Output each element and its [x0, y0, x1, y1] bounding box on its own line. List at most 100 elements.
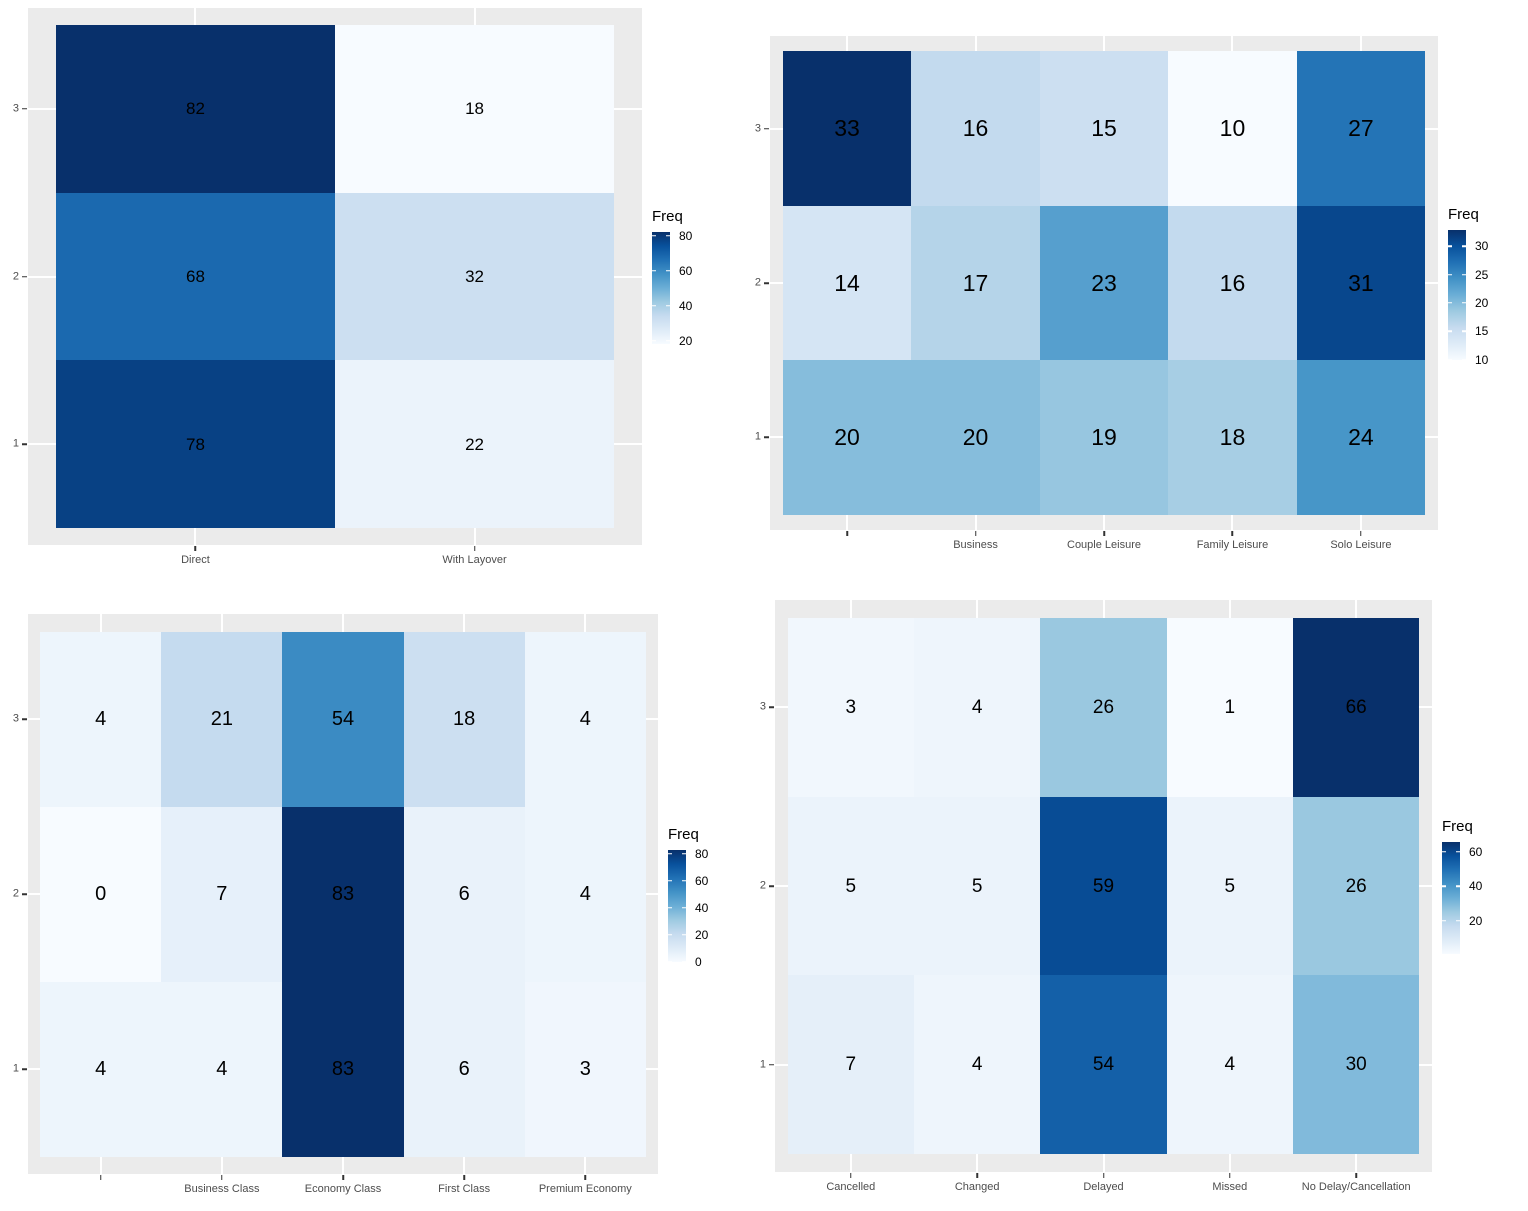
- heatmap-cell: 83: [282, 806, 404, 982]
- legend-title: Freq: [668, 825, 699, 843]
- heatmap-cell: 22: [335, 360, 615, 529]
- legend-tick-mark: [652, 269, 656, 272]
- heatmap-cell: 83: [282, 981, 404, 1157]
- legend-tick-label: 30: [1475, 239, 1489, 254]
- x-axis-label: Cancelled: [826, 1181, 876, 1193]
- x-axis-label: Solo Leisure: [1330, 539, 1392, 551]
- legend-tick-mark: [682, 879, 686, 882]
- heatmap-tiles: 33 16 15 10 27 14 17 23 16 31 20 20 19 18 24: [782, 51, 1426, 515]
- axis-tick: [769, 1064, 774, 1066]
- legend-tick-mark: [668, 906, 672, 909]
- x-axis-label: First Class: [438, 1183, 491, 1195]
- legend-tick-mark: [652, 304, 656, 307]
- heatmap-cell: 0: [40, 806, 162, 982]
- heatmap-cell: 3: [787, 617, 914, 797]
- legend-tick-mark: [666, 339, 670, 342]
- heatmap-cell: 68: [55, 192, 335, 361]
- axis-tick: [584, 1175, 587, 1180]
- heatmap-cell: 14: [782, 205, 912, 361]
- heatmap-cell: 4: [913, 617, 1041, 797]
- y-axis-label: 1: [754, 430, 761, 443]
- heatmap-cell: 4: [1166, 975, 1294, 1155]
- axis-tick: [463, 1175, 465, 1180]
- heatmap-tiles: 4 21 54 18 4 0 7 83 6 4 4 4 83 6 3: [40, 631, 646, 1157]
- heatmap-tiles: 3 4 26 1 66 5 5 59 5 26 7 4 54 4 30: [787, 617, 1420, 1155]
- heatmap-cell: 1: [1166, 617, 1294, 797]
- y-axis-label: 3: [759, 700, 766, 713]
- y-axis: 3 2 1: [746, 600, 775, 1172]
- legend: Freq 30 25 20 15 10: [1438, 36, 1528, 530]
- x-axis: Business Couple Leisure Family Leisure Solo…: [770, 530, 1438, 566]
- heatmap-cell: 31: [1296, 205, 1426, 361]
- heatmap-cell: 23: [1039, 205, 1169, 361]
- axis-tick: [22, 275, 27, 278]
- axis-tick: [769, 706, 774, 708]
- heatmap-cell: 27: [1296, 51, 1426, 206]
- y-axis: 3 2 1: [0, 614, 28, 1174]
- axis-tick: [850, 1173, 852, 1178]
- legend-colorbar: [1442, 841, 1460, 954]
- y-axis-label: 1: [759, 1058, 766, 1071]
- axis-tick: [764, 282, 769, 284]
- y-axis-label: 3: [12, 712, 19, 725]
- legend-tick-label: 20: [1475, 295, 1489, 310]
- axis-tick: [22, 893, 27, 895]
- axis-tick: [1102, 1173, 1105, 1178]
- heatmap-cell: 4: [40, 631, 162, 807]
- legend-tick-mark: [668, 933, 672, 936]
- heatmap-cell: 6: [403, 806, 525, 982]
- x-axis-label: Economy Class: [304, 1183, 382, 1195]
- legend-tick-mark: [1456, 885, 1460, 888]
- heatmap-cell: 6: [403, 981, 525, 1157]
- y-axis-label: 3: [12, 102, 19, 115]
- heatmap-cell: 4: [161, 981, 283, 1157]
- legend-title: Freq: [1448, 205, 1479, 223]
- legend-tick-label: 40: [679, 298, 693, 313]
- axis-tick: [22, 718, 27, 720]
- legend-tick-mark: [668, 960, 672, 963]
- heatmap-cell: 19: [1039, 360, 1169, 515]
- axis-tick: [1103, 531, 1105, 536]
- heatmap-cell: 4: [524, 631, 646, 807]
- heatmap-cell: 18: [403, 631, 525, 807]
- y-axis-label: 2: [754, 276, 761, 289]
- x-axis-label: Missed: [1212, 1181, 1248, 1193]
- legend-tick-mark: [1448, 245, 1452, 248]
- x-axis-label: Business Class: [184, 1183, 260, 1195]
- legend-tick-label: 20: [1469, 913, 1483, 928]
- heatmap-cell: 66: [1293, 617, 1420, 797]
- heatmap-cell: 4: [524, 806, 646, 982]
- x-axis-label: No Delay/Cancellation: [1301, 1181, 1411, 1193]
- legend: Freq 60 40 20: [1432, 600, 1528, 1172]
- legend-tick-label: 20: [679, 333, 693, 348]
- x-axis: Business Class Economy Class First Class Pr…: [28, 1174, 658, 1210]
- heatmap-cell: 20: [911, 360, 1040, 515]
- axis-tick: [764, 436, 769, 439]
- axis-tick: [764, 127, 769, 130]
- legend-tick-label: 10: [1475, 352, 1489, 367]
- legend-tick-mark: [682, 906, 686, 909]
- legend-tick-mark: [1456, 920, 1460, 922]
- heatmap-cell: 32: [335, 192, 615, 361]
- x-axis-label: Family Leisure: [1196, 539, 1269, 551]
- heatmap-cell: 4: [913, 975, 1041, 1155]
- legend-tick-mark: [666, 269, 670, 272]
- axis-tick: [194, 546, 197, 551]
- legend-tick-label: 40: [695, 900, 709, 915]
- heatmap-cell: 33: [782, 51, 912, 206]
- legend-tick-mark: [682, 852, 686, 855]
- axis-tick: [769, 885, 774, 887]
- legend-tick-mark: [1462, 245, 1466, 248]
- heatmap-cell: 18: [335, 24, 615, 193]
- axis-tick: [22, 443, 27, 446]
- y-axis-label: 2: [12, 887, 19, 900]
- y-axis-label: 2: [759, 879, 766, 892]
- heatmap-cell: 7: [161, 806, 283, 982]
- legend-tick-label: 40: [1469, 879, 1483, 894]
- legend-tick-label: 60: [679, 263, 693, 278]
- axis-tick: [1355, 1173, 1357, 1178]
